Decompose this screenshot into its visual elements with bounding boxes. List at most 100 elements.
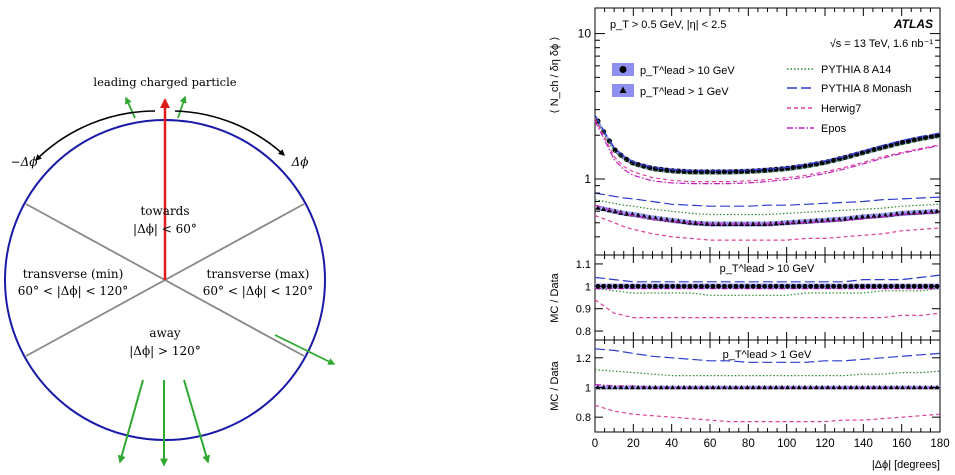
plot-layer: [594, 114, 941, 423]
data-point-triangle: [704, 221, 710, 226]
ratio-data-point: [871, 384, 877, 390]
ratio-data-point: [693, 384, 698, 390]
particle-arrow: [274, 334, 336, 365]
data-point-triangle: [739, 221, 745, 226]
azimuthal-regions-diagram: leading charged particle −Δϕ Δϕ towards …: [4, 75, 336, 467]
data-point-triangle: [595, 205, 601, 210]
y-tick-label: 1: [584, 172, 591, 186]
data-point-triangle: [624, 210, 630, 216]
particle-arrow: [117, 379, 144, 464]
ratio-data-point: [888, 283, 894, 289]
region-towards-condition: |Δϕ| < 60°: [133, 222, 197, 236]
legend-a14-label: PYTHIA 8 A14: [821, 64, 891, 76]
y-tick-label: 1: [585, 382, 591, 394]
ratio-data-point: [883, 283, 888, 289]
ratio-data-point: [710, 384, 716, 390]
x-axis-label: |Δϕ| [degrees]: [872, 459, 940, 471]
x-tick-label: 140: [854, 438, 873, 450]
ratio-data-point: [601, 384, 606, 390]
ratio-data-point: [687, 283, 693, 289]
ratio-data-point: [624, 283, 629, 289]
region-away-name: away: [149, 326, 181, 340]
ratio10-title: p_T^lead > 10 GeV: [720, 263, 815, 275]
data-point-triangle: [750, 221, 756, 226]
ratio-data-point: [917, 384, 923, 390]
ratio-data-point: [802, 384, 808, 390]
y-tick-label: 1.2: [576, 353, 591, 365]
ratio-data-point: [681, 283, 687, 289]
ratio-data-point: [779, 283, 785, 289]
legend-data10-marker: [619, 66, 627, 73]
ratio-data-point: [635, 384, 641, 390]
energy-lumi-label: √s = 13 TeV, 1.6 nb⁻¹: [830, 38, 934, 50]
ratio-data-point: [739, 283, 744, 289]
ratio-data-point: [681, 384, 687, 390]
ratio-data-point: [848, 384, 854, 390]
ratio-data-point: [911, 384, 917, 390]
mc-curve-herwig_1: [594, 215, 941, 241]
ratio-data-point: [745, 384, 750, 390]
data-point-circle: [733, 169, 739, 175]
ratio-data-point: [888, 384, 894, 390]
ratio-data-point: [762, 283, 767, 289]
ratio-data-point: [900, 384, 905, 390]
ratio-data-point: [641, 384, 647, 390]
ratio-data-point: [618, 384, 624, 390]
ratio-data-point: [906, 283, 911, 289]
ratio-data-point: [865, 283, 871, 289]
ratio-data-point: [607, 384, 612, 390]
ratio-data-point: [699, 283, 704, 289]
ratio-data-point: [733, 283, 739, 289]
ratio-data-point: [854, 283, 859, 289]
ratio-data-point: [762, 384, 767, 390]
data-point-circle: [928, 134, 934, 140]
y-tick-label: 1: [585, 281, 591, 293]
data-point-triangle: [773, 220, 779, 226]
x-tick-label: 80: [742, 438, 755, 450]
ratio-curve-herwig7: [594, 299, 941, 319]
ratio-data-point: [750, 384, 756, 390]
ratio-data-point: [756, 283, 762, 289]
ratio-data-point: [670, 283, 675, 289]
x-tick-label: 40: [665, 438, 678, 450]
kinematic-cut-label: p_T > 0.5 GeV, |η| < 2.5: [610, 19, 726, 31]
ratio-data-point: [756, 384, 762, 390]
data-point-triangle: [693, 220, 699, 226]
region-trans-min-name: transverse (min): [23, 267, 124, 281]
ratio-data-point: [819, 283, 825, 289]
mc-curve-a14_1: [594, 199, 941, 216]
legend-data10-label: p_T^lead > 10 GeV: [640, 65, 735, 77]
ratio-data-point: [658, 384, 664, 390]
atlas-label: ATLAS: [893, 17, 933, 31]
particle-arrow: [183, 379, 211, 464]
ratio-data-point: [607, 283, 612, 289]
ratio-data-point: [658, 283, 664, 289]
ratio-data-point: [831, 384, 836, 390]
data-point-triangle: [762, 221, 768, 226]
ratio-data-point: [641, 283, 647, 289]
ratio-data-point: [837, 384, 842, 390]
ratio-data-point: [630, 283, 635, 289]
ratio-data-point: [635, 283, 641, 289]
ratio-data-point: [750, 283, 756, 289]
ratio-data-point: [612, 384, 618, 390]
ratio-data-point: [894, 384, 900, 390]
x-tick-label: 180: [930, 438, 949, 450]
ratio-data-point: [860, 384, 865, 390]
ratio-data-point: [773, 384, 779, 390]
ratio-data-point: [883, 384, 888, 390]
x-tick-label: 100: [777, 438, 796, 450]
region-towards-name: towards: [140, 204, 189, 218]
x-tick-label: 20: [627, 438, 640, 450]
ratio-data-point: [871, 283, 877, 289]
ratio-data-point: [831, 283, 836, 289]
ratio-data-point: [877, 384, 882, 390]
ratio10-ylabel: MC / Data: [549, 272, 561, 322]
data-point-circle: [664, 167, 670, 173]
ratio-data-point: [825, 283, 831, 289]
ratio-data-point: [842, 283, 848, 289]
ratio-data-point: [704, 283, 710, 289]
ratio-data-point: [768, 283, 773, 289]
ratio-data-point: [722, 384, 727, 390]
data-point-circle: [871, 147, 877, 153]
